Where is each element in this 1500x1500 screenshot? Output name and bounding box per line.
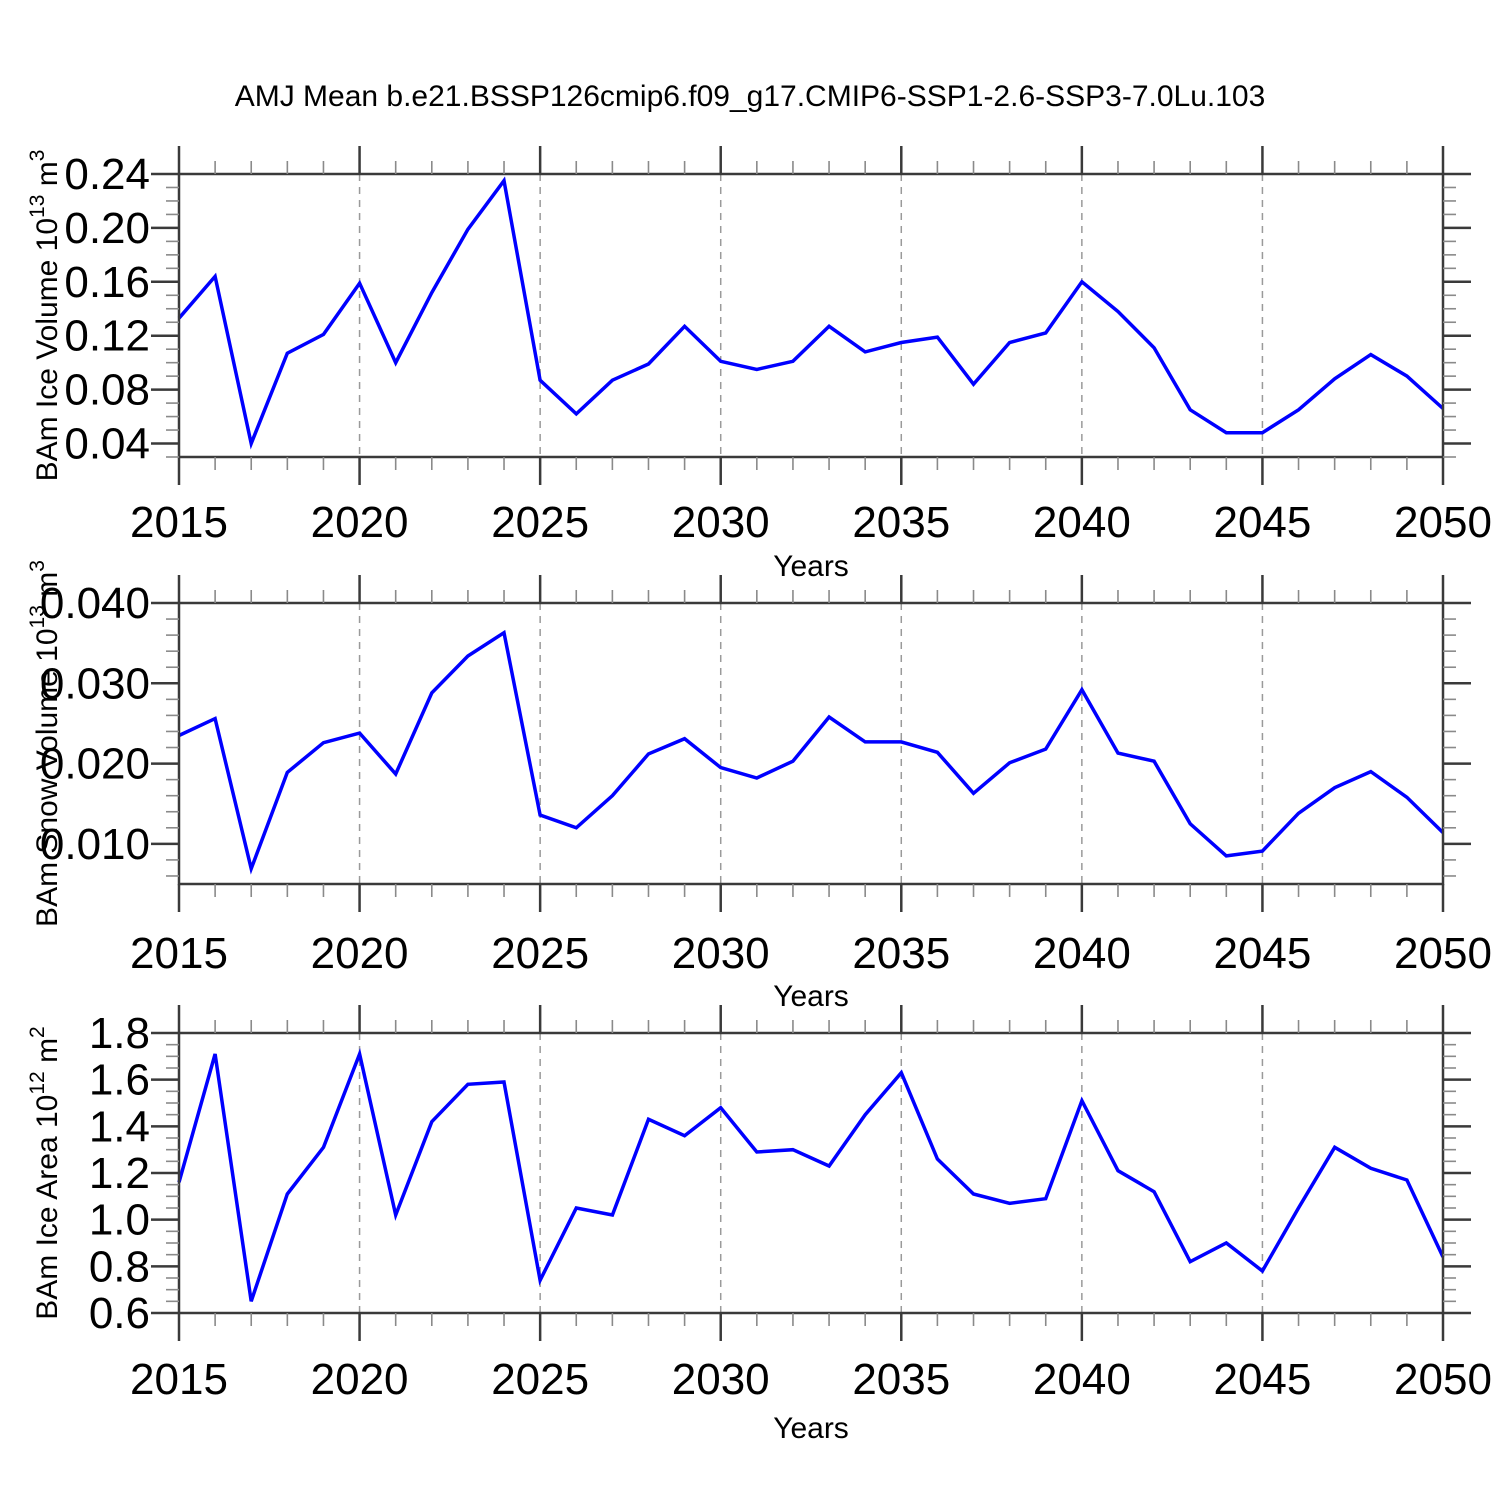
ice-volume-ytick-label: 0.16 (64, 258, 150, 307)
ice-area-xtick-labels: 2015 2020 2025 2030 2035 2040 2045 2050 (130, 1355, 1492, 1404)
ice-volume-minor-ticks (166, 161, 1456, 470)
ice-volume-xtick-label: 2040 (1033, 498, 1131, 547)
ice-volume-xtick-labels: 2015 2020 2025 2030 2035 2040 2045 2050 (130, 498, 1492, 547)
ice-volume-major-ticks (151, 146, 1471, 485)
snow-volume-x-axis-title: Years (773, 980, 849, 1013)
snow-volume-xtick-label: 2040 (1033, 929, 1131, 978)
ice-volume-ytick-label: 0.04 (64, 420, 150, 469)
ice-area-major-ticks (151, 1005, 1471, 1341)
snow-volume-ytick-label: 0.040 (40, 579, 150, 628)
ice-area-xtick-label: 2015 (130, 1355, 228, 1404)
ice-volume-chart: 0.04 0.08 0.12 0.16 0.20 0.24 2015 2020 2025 2030… (26, 146, 1492, 583)
snow-volume-gridlines (358, 603, 1264, 884)
ice-area-minor-ticks (166, 1020, 1456, 1326)
snow-volume-minor-ticks (166, 590, 1456, 897)
ice-area-xtick-label: 2050 (1394, 1355, 1492, 1404)
snow-volume-xtick-label: 2035 (852, 929, 950, 978)
ice-volume-xtick-label: 2045 (1213, 498, 1311, 547)
ice-area-ytick-label: 1.8 (89, 1009, 150, 1058)
snow-volume-major-ticks (151, 575, 1471, 912)
ice-volume-ytick-label: 0.20 (64, 204, 150, 253)
ice-area-xtick-label: 2020 (311, 1355, 409, 1404)
ice-area-ytick-label: 1.0 (89, 1196, 150, 1245)
ice-area-x-axis-title: Years (773, 1412, 849, 1445)
ice-volume-xtick-label: 2035 (852, 498, 950, 547)
snow-volume-xtick-label: 2045 (1213, 929, 1311, 978)
ice-area-y-axis-title: BAm Ice Area 1012 m2 (26, 1026, 64, 1320)
ice-area-ytick-labels: 0.60.81.01.21.41.61.8 (89, 1009, 150, 1338)
snow-volume-xtick-label: 2030 (672, 929, 770, 978)
ice-area-xtick-label: 2035 (852, 1355, 950, 1404)
ice-area-ytick-label: 1.2 (89, 1149, 150, 1198)
ice-volume-ytick-label: 0.24 (64, 150, 150, 199)
ice-area-xtick-label: 2040 (1033, 1355, 1131, 1404)
snow-volume-xtick-label: 2015 (130, 929, 228, 978)
ice-volume-frame (177, 172, 1445, 459)
ice-volume-gridlines (358, 174, 1264, 457)
ice-volume-ytick-label: 0.08 (64, 366, 150, 415)
ice-area-chart: 0.60.81.01.21.41.61.8 2015 2020 2025 2030 203… (26, 1005, 1492, 1445)
ice-volume-y-axis-title: BAm Ice Volume 1013 m3 (26, 150, 64, 482)
ice-volume-xtick-label: 2020 (311, 498, 409, 547)
ice-area-ytick-label: 0.8 (89, 1242, 150, 1291)
ice-volume-xtick-label: 2025 (491, 498, 589, 547)
snow-volume-frame (177, 601, 1445, 886)
snow-volume-xtick-label: 2025 (491, 929, 589, 978)
snow-volume-y-axis-title: BAm Snow Volume 1013 m3 (26, 560, 64, 927)
ice-area-xtick-label: 2030 (672, 1355, 770, 1404)
ice-volume-ytick-labels: 0.04 0.08 0.12 0.16 0.20 0.24 (64, 150, 150, 469)
figure-title: AMJ Mean b.e21.BSSP126cmip6.f09_g17.CMIP… (234, 80, 1266, 113)
ice-volume-ytick-label: 0.12 (64, 312, 150, 361)
ice-area-gridlines (358, 1033, 1264, 1313)
ice-area-series-line (177, 1047, 1445, 1302)
snow-volume-xtick-label: 2020 (311, 929, 409, 978)
ice-volume-series-line (177, 176, 1445, 450)
snow-volume-chart: 0.010 0.020 0.030 0.040 2015 2020 2025 2030 2035… (26, 560, 1492, 1013)
ice-volume-xtick-label: 2015 (130, 498, 228, 547)
snow-volume-xtick-labels: 2015 2020 2025 2030 2035 2040 2045 2050 (130, 929, 1492, 978)
ice-volume-x-axis-title: Years (773, 550, 849, 583)
ice-area-xtick-label: 2045 (1213, 1355, 1311, 1404)
snow-volume-ytick-label: 0.020 (40, 740, 150, 789)
ice-volume-xtick-label: 2030 (672, 498, 770, 547)
snow-volume-ytick-label: 0.010 (40, 820, 150, 869)
ice-area-xtick-label: 2025 (491, 1355, 589, 1404)
snow-volume-ytick-label: 0.030 (40, 659, 150, 708)
ice-volume-xtick-label: 2050 (1394, 498, 1492, 547)
ice-area-frame (177, 1031, 1445, 1315)
ice-area-ytick-label: 0.6 (89, 1289, 150, 1338)
snow-volume-series-line (178, 629, 1445, 875)
snow-volume-xtick-label: 2050 (1394, 929, 1492, 978)
ice-area-ytick-label: 1.6 (89, 1056, 150, 1105)
snow-volume-ytick-labels: 0.010 0.020 0.030 0.040 (40, 579, 150, 869)
ice-area-ytick-label: 1.4 (89, 1102, 150, 1151)
